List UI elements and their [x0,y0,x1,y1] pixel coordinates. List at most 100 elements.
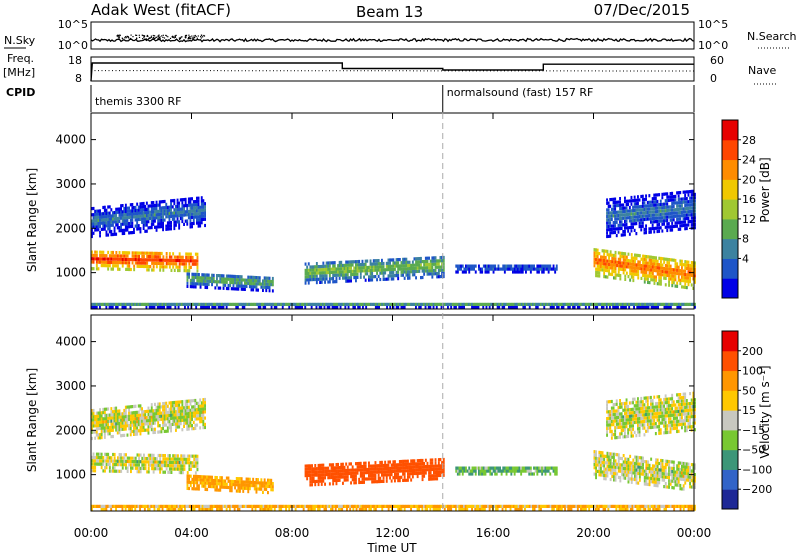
data-cell [500,469,503,473]
data-cell [330,463,333,467]
data-cell [617,251,620,255]
data-cell [191,480,194,485]
data-cell [263,478,266,482]
data-cell [99,215,101,219]
data-cell [149,226,151,230]
data-cell [297,305,300,309]
data-cell [175,460,178,465]
data-cell [196,481,199,485]
data-cell [338,475,341,479]
data-cell [105,305,108,309]
data-cell [390,264,393,268]
data-cell [117,264,119,268]
nsky-point [161,35,163,37]
data-cell [513,264,516,268]
nsky-point [179,37,182,40]
data-cell [194,408,197,412]
data-cell [403,270,406,274]
data-cell [627,212,630,217]
data-cell [145,210,148,215]
data-cell [214,488,217,492]
data-cell [622,264,625,268]
data-cell [538,466,540,470]
data-cell [100,466,103,470]
data-cell [258,282,261,286]
data-cell [642,302,645,306]
cpid-segment-normalsound: normalsound (fast) 157 RF [447,86,594,99]
data-cell [129,430,132,434]
data-cell [541,270,544,274]
data-cell [603,271,606,275]
data-cell [158,305,161,309]
data-cell [103,221,106,225]
data-cell [164,460,166,464]
data-cell [118,456,121,460]
data-cell [170,464,173,468]
data-cell [163,401,166,406]
data-cell [322,479,325,483]
data-cell [115,302,117,306]
data-cell [658,213,661,217]
data-cell [92,206,95,211]
data-cell [95,433,98,437]
data-cell [125,261,127,265]
data-cell [434,265,437,269]
data-cell [403,469,406,473]
data-cell [165,467,168,471]
data-cell [684,197,687,201]
data-cell [492,466,495,470]
data-cell [322,277,325,281]
data-cell [619,207,621,211]
data-cell [655,259,657,263]
data-cell [192,221,195,226]
data-cell [371,470,374,474]
data-cell [505,267,508,271]
data-cell [227,476,230,480]
data-cell [92,462,95,466]
data-cell [97,420,100,424]
data-cell [614,263,617,267]
data-cell [107,462,110,466]
data-cell [411,459,414,463]
data-cell [115,261,118,265]
nsky-point [125,37,127,39]
data-cell [653,220,656,224]
data-cell [92,260,95,264]
nsky-point [185,34,188,36]
data-cell [192,408,195,412]
data-cell [671,268,674,272]
data-cell [112,419,114,423]
data-cell [656,199,659,204]
data-cell [436,259,439,263]
data-cell [661,257,664,261]
data-cell [508,302,510,306]
data-cell [209,481,212,485]
data-cell [484,466,487,470]
data-cell [121,427,124,431]
nsky-point [189,38,192,40]
data-cell [690,199,693,203]
data-cell [648,261,651,265]
data-cell [123,213,126,217]
velocity-data-cells [91,391,696,511]
data-cell [129,420,132,424]
data-cell [314,271,317,275]
data-cell [355,279,357,283]
data-cell [237,486,240,490]
data-cell [130,459,132,464]
data-cell [392,302,395,306]
data-cell [429,272,432,276]
data-cell [539,469,542,473]
data-cell [158,203,161,207]
data-cell [516,270,519,274]
data-cell [520,469,523,473]
data-cell [142,205,145,209]
data-cell [123,257,126,261]
data-cell [320,463,323,467]
data-cell [200,211,203,215]
data-cell [356,275,359,279]
data-cell [384,268,387,272]
data-cell [486,267,488,271]
data-cell [361,471,364,475]
data-cell [499,267,501,271]
